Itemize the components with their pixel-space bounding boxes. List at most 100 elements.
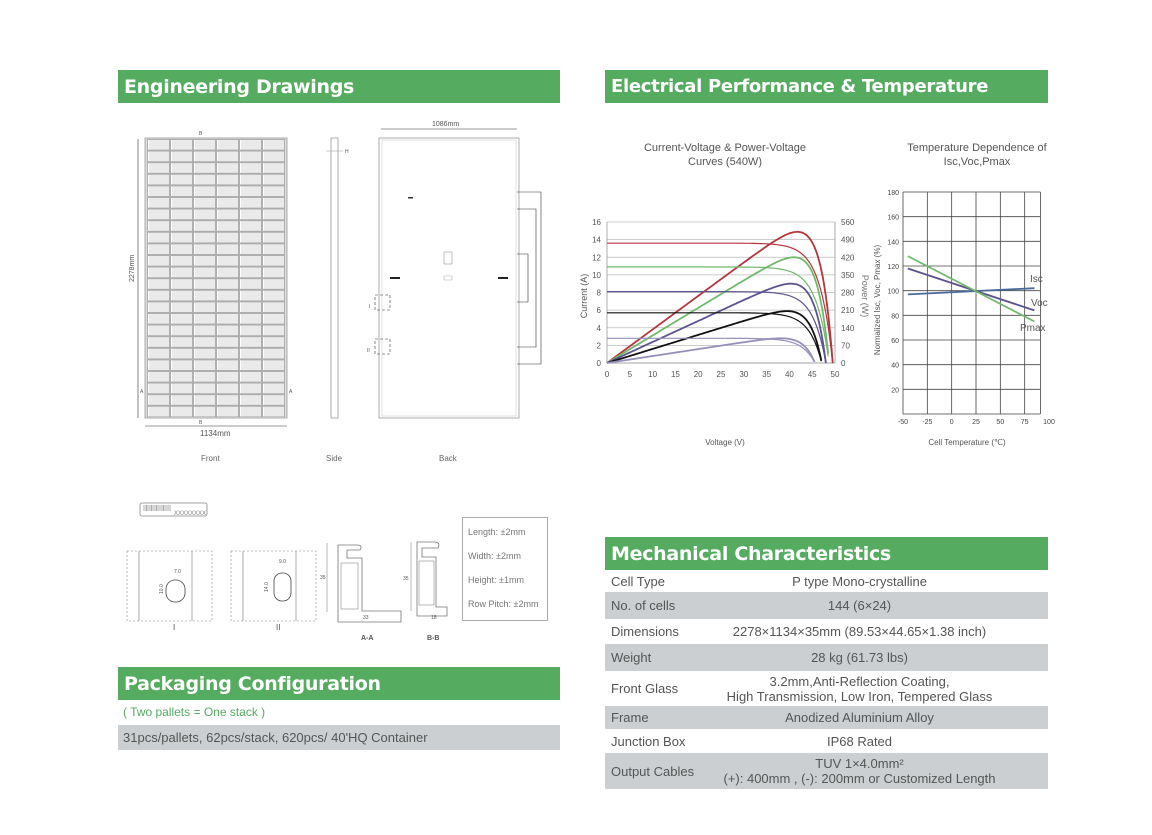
detail-i-height: 10.0 [159, 584, 165, 594]
x-tick-label: -50 [898, 419, 908, 426]
row-value: 28 kg (61.73 lbs) [671, 650, 1048, 665]
detail-ii-drawing: 9.0 14.0 II [230, 550, 317, 632]
tolerance-row-pitch: Row Pitch: ±2mm [468, 599, 539, 609]
front-width-dimension: 1134mm [200, 429, 231, 438]
row-value: 2278×1134×35mm (89.53×44.65×1.38 inch) [671, 624, 1048, 639]
pv-curve-4 [606, 337, 816, 364]
y2-tick-label: 280 [841, 289, 855, 298]
temperature-chart: Temperature Dependence of Isc,Voc,Pmax N… [873, 142, 1055, 447]
section-marker-b-bottom: B [199, 420, 203, 426]
iv-chart-title: Current-Voltage & Power-Voltage [644, 142, 806, 154]
pv-curve-2 [606, 282, 827, 364]
y-tick-label: 120 [887, 264, 899, 271]
y2-tick-label: 140 [841, 324, 855, 333]
x-tick-label: 45 [808, 370, 817, 379]
y2-tick-label: 490 [841, 236, 855, 245]
x-tick-label: -25 [922, 419, 932, 426]
x-tick-label: 5 [628, 370, 633, 379]
value-line: (+): 400mm , (-): 200mm or Customized Le… [723, 771, 996, 786]
row-value: 3.2mm,Anti-Reflection Coating, High Trans… [671, 674, 1048, 704]
table-row: Junction Box IP68 Rated [605, 729, 1048, 753]
x-tick-label: 100 [1043, 419, 1055, 426]
row-label: Weight [611, 650, 652, 665]
temp-x-axis-label: Cell Temperature (℃) [928, 438, 1006, 447]
x-tick-label: 30 [739, 370, 748, 379]
x-tick-label: 0 [605, 370, 610, 379]
line-pmax [907, 255, 1035, 323]
detail-ii-label: II [276, 623, 280, 632]
y2-tick-label: 560 [841, 218, 855, 227]
section-aa-drawing: 35 33 A-A [320, 543, 402, 642]
y-tick-label: 60 [891, 338, 899, 345]
back-view-drawing: 1086mm I II Back [367, 121, 542, 463]
engineering-drawings-header: Engineering Drawings [118, 70, 560, 103]
table-row: Cell Type P type Mono-crystalline [605, 570, 1048, 592]
row-value: 144 (6×24) [671, 598, 1048, 613]
row-label: Cell Type [611, 573, 665, 589]
table-row: Weight 28 kg (61.73 lbs) [605, 644, 1048, 671]
table-row: Frame Anodized Aluminium Alloy [605, 706, 1048, 729]
height-dimension: 2278mm [129, 255, 136, 282]
x-tick-label: 35 [762, 370, 771, 379]
value-line: P type Mono-crystalline [792, 573, 927, 589]
iv-curve-3 [607, 312, 822, 362]
value-line: IP68 Rated [826, 733, 893, 749]
y-tick-label: 6 [597, 306, 602, 315]
view-label-side: Side [326, 454, 343, 463]
temp-y-axis-label: Normalized Isc, Voc, Pmax (%) [873, 245, 882, 356]
marker-h: H [345, 149, 349, 155]
tolerance-box: Length: ±2mm Width: ±2mm Height: ±1mm Ro… [462, 517, 548, 621]
series-label-voc: Voc [1031, 298, 1048, 309]
electrical-performance-header: Electrical Performance & Temperature Dep… [605, 70, 1048, 131]
section-marker-a-left: A [140, 389, 144, 395]
packaging-detail: 31pcs/pallets, 62pcs/stack, 620pcs/ 40'H… [118, 725, 560, 750]
value-line: Anodized Aluminium Alloy [785, 710, 934, 725]
row-label: Frame [611, 710, 649, 725]
line-isc [907, 287, 1035, 296]
detail-i-drawing: 7.0 10.0 I [126, 550, 213, 632]
x-tick-label: 50 [996, 419, 1004, 426]
x-tick-label: 50 [831, 370, 840, 379]
back-width-dimension: 1086mm [432, 121, 459, 128]
barcode-label: XXXXXXXX [139, 502, 208, 517]
value-line: 144 (6×24) [827, 598, 892, 613]
section-bb-drawing: 35 18 B-B [403, 541, 448, 642]
iv-curve-0 [607, 242, 834, 364]
row-value: TUV 1×4.0mm² (+): 400mm , (-): 200mm or C… [671, 756, 1048, 786]
detail-marker-i: I [369, 304, 370, 310]
row-label: Output Cables [611, 763, 695, 779]
iv-pv-chart: Current-Voltage & Power-Voltage Curves (… [579, 142, 870, 447]
series-label-pmax: Pmax [1020, 323, 1046, 334]
x-tick-label: 40 [785, 370, 794, 379]
pv-curve-1 [606, 256, 830, 364]
barcode-text: XXXXXXXX [174, 511, 206, 517]
packaging-note: ( Two pallets = One stack ) [123, 705, 266, 719]
section-aa-height: 35 [320, 575, 326, 581]
y-tick-label: 12 [592, 253, 601, 262]
iv-curve-1 [607, 266, 829, 357]
section-aa-label: A-A [361, 635, 373, 642]
detail-ii-height: 14.0 [264, 582, 270, 592]
y-tick-label: 40 [891, 363, 899, 370]
tolerance-width: Width: ±2mm [468, 551, 521, 561]
detail-marker-ii: II [367, 348, 370, 354]
y-tick-label: 80 [891, 313, 899, 320]
section-aa-width: 33 [363, 615, 369, 621]
table-row: Output Cables TUV 1×4.0mm² (+): 400mm , (-… [605, 753, 1048, 789]
iv-y-axis-label: Current (A) [579, 274, 589, 319]
front-view-drawing: 2278mm 1134mm B B A A Front [129, 131, 293, 463]
y2-tick-label: 210 [841, 306, 855, 315]
x-tick-label: 15 [671, 370, 680, 379]
y-tick-label: 4 [597, 324, 602, 333]
detail-i-width: 7.0 [174, 569, 181, 575]
tolerance-height: Height: ±1mm [468, 575, 524, 585]
y-tick-label: 20 [891, 387, 899, 394]
y-tick-label: 2 [597, 341, 602, 350]
side-view-drawing: H Side [326, 137, 349, 463]
y-tick-label: 180 [887, 190, 899, 197]
y-tick-label: 100 [887, 289, 899, 296]
y-tick-label: 14 [592, 236, 601, 245]
view-label-front: Front [201, 454, 220, 463]
section-bb-label: B-B [427, 635, 439, 642]
row-value: Anodized Aluminium Alloy [671, 710, 1048, 725]
